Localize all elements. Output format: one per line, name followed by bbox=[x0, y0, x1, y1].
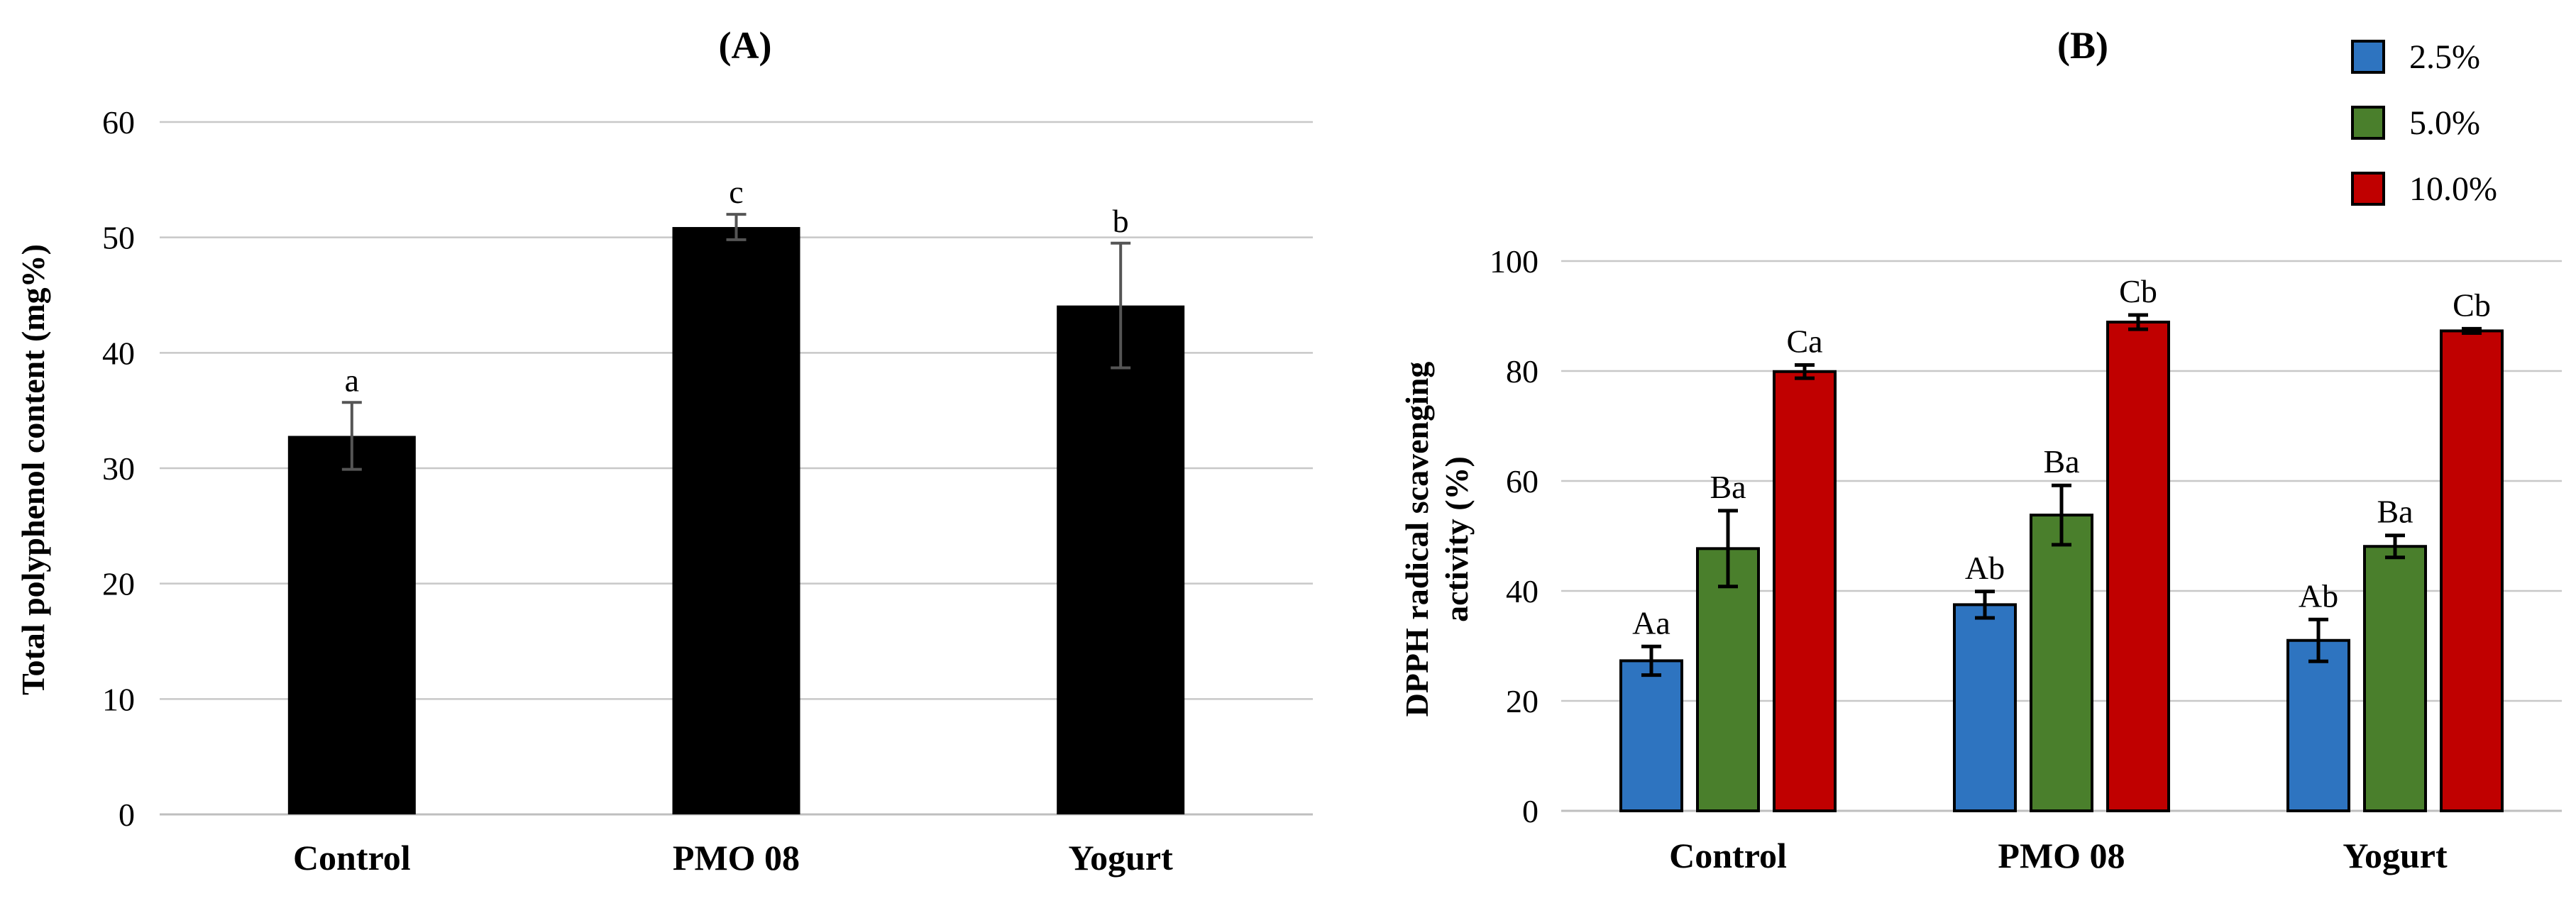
panel-a-y-tick-label: 40 bbox=[102, 335, 135, 371]
panel-b-bar bbox=[1619, 659, 1683, 812]
panel-b-bar bbox=[2106, 321, 2170, 812]
panel-b-significance-label: Cb bbox=[2119, 273, 2157, 309]
panel-a-error-bar bbox=[1111, 241, 1131, 370]
panel-b-y-tick-label: 20 bbox=[1506, 683, 1539, 719]
legend-swatch bbox=[2351, 40, 2385, 74]
panel-a-y-axis-label: Total polyphenol content (mg%) bbox=[15, 244, 51, 695]
panel-b-bar bbox=[2286, 638, 2350, 812]
panel-b-y-tick-label: 100 bbox=[1490, 243, 1539, 280]
legend-label: 10.0% bbox=[2409, 170, 2497, 208]
panel-a-significance-label: c bbox=[729, 174, 743, 210]
panel-b-significance-label: Ab bbox=[2299, 577, 2338, 614]
panel-b-y-ticks: 0 20 40 60 80 100 bbox=[1490, 243, 1539, 829]
panel-b-legend: 2.5% 5.0% 10.0% bbox=[2351, 38, 2497, 208]
legend-label: 2.5% bbox=[2409, 38, 2480, 76]
panel-a-y-tick-label: 20 bbox=[102, 566, 135, 602]
panel-b-error-bar bbox=[2308, 617, 2328, 663]
panel-b-error-bars bbox=[1641, 313, 2482, 677]
panel-b-error-bar bbox=[1795, 363, 1815, 380]
panel-b-y-tick-label: 0 bbox=[1522, 793, 1539, 829]
panel-b-title: (B) bbox=[2057, 24, 2108, 67]
panel-b-y-tick-label: 60 bbox=[1506, 463, 1539, 499]
panel-b-y-tick-label: 40 bbox=[1506, 573, 1539, 609]
panel-b-bar bbox=[2030, 514, 2093, 812]
panel-a-bar bbox=[287, 436, 416, 814]
panel-b-category-label: Control bbox=[1669, 836, 1787, 875]
panel-b-category-label: PMO 08 bbox=[1998, 836, 2125, 875]
panel-a-y-tick-label: 0 bbox=[119, 797, 135, 833]
panel-a-chart: (A) Total polyphenol content (mg%) 0 10 20… bbox=[15, 24, 1313, 878]
panel-b-bar bbox=[2363, 545, 2427, 812]
panel-b-bars bbox=[1619, 321, 2504, 812]
legend-item: 2.5% bbox=[2351, 38, 2480, 76]
panel-a-y-tick-label: 10 bbox=[102, 681, 135, 717]
panel-a-bars bbox=[287, 227, 1185, 814]
panel-a-error-bar bbox=[726, 213, 747, 241]
panel-b-error-bar bbox=[2385, 533, 2405, 560]
panel-b-error-bar bbox=[2462, 326, 2482, 336]
panel-b-error-bar bbox=[1718, 509, 1738, 589]
panel-b-significance-label: Cb bbox=[2453, 287, 2491, 323]
panel-b-category-label: Yogurt bbox=[2343, 836, 2448, 875]
panel-b-error-bar bbox=[1641, 644, 1661, 677]
panel-b-chart: (B) DPPH radical scavenging activity (%)… bbox=[1399, 24, 2562, 875]
panel-b-y-axis-label-line-2: activity (%) bbox=[1438, 456, 1475, 622]
panel-a-y-tick-label: 60 bbox=[102, 104, 135, 140]
panel-a-y-ticks: 0 10 20 30 40 50 60 bbox=[102, 104, 135, 833]
panel-b-significance-label: Ab bbox=[1965, 550, 2005, 586]
panel-a-category-labels: Control PMO 08 Yogurt bbox=[293, 838, 1173, 878]
panel-b-significance-label: Ca bbox=[1786, 323, 1822, 359]
panel-b-bar bbox=[1773, 370, 1837, 812]
panel-a-significance-label: b bbox=[1113, 203, 1129, 239]
panel-b-error-bar bbox=[2052, 483, 2071, 547]
panel-b-error-bar bbox=[1975, 590, 1995, 620]
panel-b-y-axis-label-line-1: DPPH radical scavenging bbox=[1399, 362, 1435, 717]
panel-a-significance-labels: a c b bbox=[345, 174, 1129, 398]
panel-b-significance-labels: Aa Ba Ca Ab Ba Cb Ab Ba Cb bbox=[1632, 273, 2491, 641]
panel-a-y-tick-label: 50 bbox=[102, 220, 135, 256]
panel-a-title: (A) bbox=[719, 24, 772, 67]
legend-item: 10.0% bbox=[2351, 170, 2497, 208]
panel-b-bar bbox=[2440, 329, 2504, 812]
panel-a-error-bars bbox=[341, 213, 1131, 471]
panel-b-y-tick-label: 80 bbox=[1506, 353, 1539, 389]
panel-b-significance-label: Ba bbox=[1710, 469, 1746, 505]
legend-label: 5.0% bbox=[2409, 104, 2480, 142]
panel-a-bar bbox=[672, 227, 800, 814]
panel-b-bar bbox=[1696, 547, 1760, 812]
panel-a-category-label: Yogurt bbox=[1069, 838, 1174, 878]
panel-a-y-tick-label: 30 bbox=[102, 450, 135, 487]
panel-b-significance-label: Aa bbox=[1632, 604, 1670, 641]
panel-b-significance-label: Ba bbox=[2043, 443, 2079, 480]
panel-a-bar bbox=[1057, 305, 1185, 814]
panel-b-error-bar bbox=[2128, 313, 2148, 331]
legend-item: 5.0% bbox=[2351, 104, 2480, 142]
legend-swatch bbox=[2351, 172, 2385, 206]
panel-b-significance-label: Ba bbox=[2377, 494, 2413, 530]
panel-a-category-label: Control bbox=[293, 838, 411, 878]
panel-b-bar bbox=[1953, 603, 2017, 812]
panel-b-category-labels: Control PMO 08 Yogurt bbox=[1669, 836, 2448, 875]
panel-a-error-bar bbox=[341, 401, 362, 471]
panel-a-category-label: PMO 08 bbox=[673, 838, 800, 878]
panel-a-significance-label: a bbox=[345, 362, 359, 398]
legend-swatch bbox=[2351, 106, 2385, 140]
